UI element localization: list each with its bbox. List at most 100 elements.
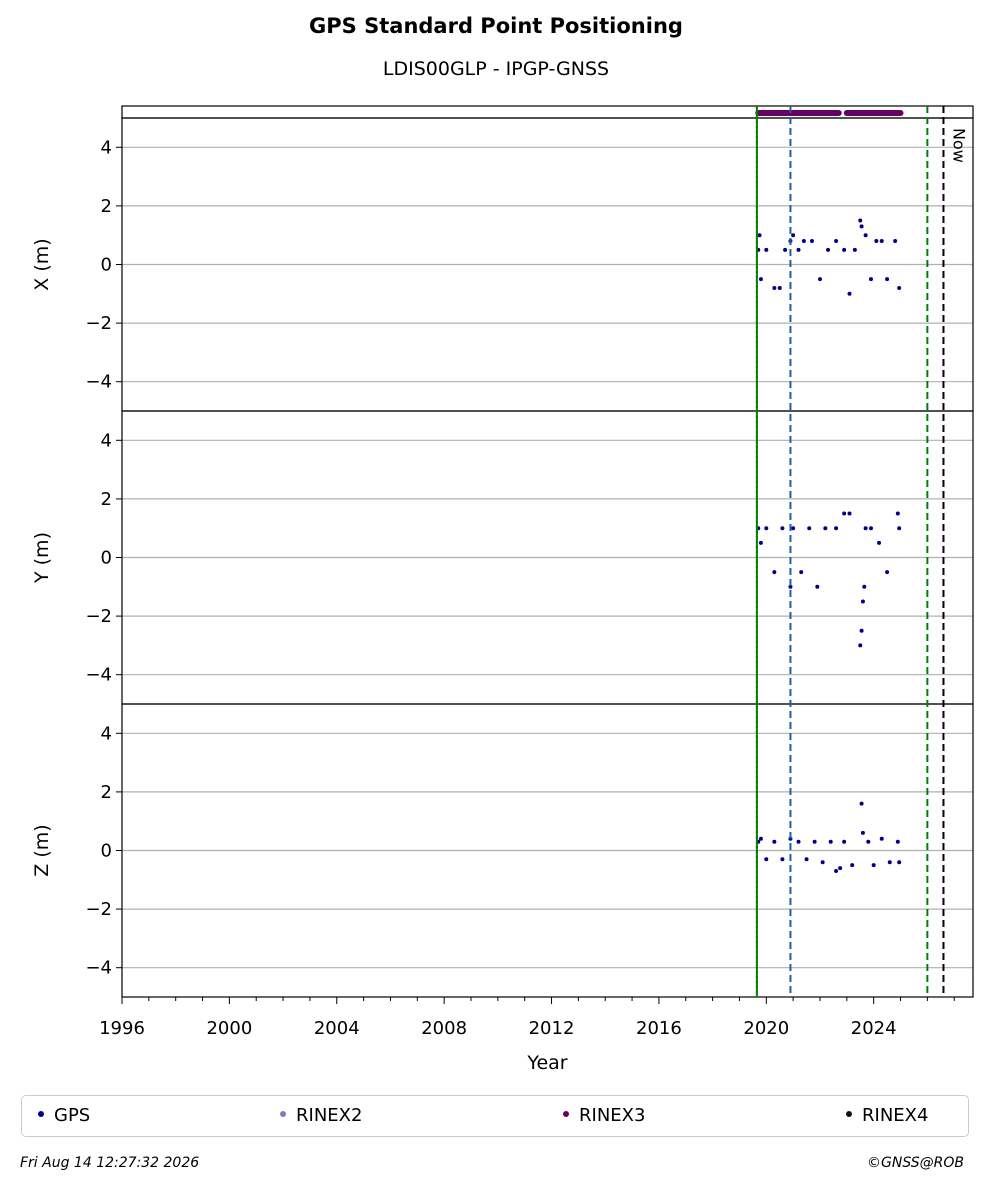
data-point <box>866 839 871 844</box>
chart-plot: 4 2 0 −2 −4 X (m) 4 2 0 −2 −4 Y (m) 4 2 0 −2 −4 Z (m) Now 1… <box>31 105 974 1074</box>
data-point <box>877 540 882 545</box>
data-point <box>764 526 769 531</box>
y-tick-label: 4 <box>101 137 112 158</box>
data-point <box>764 247 769 252</box>
data-point <box>859 801 864 806</box>
data-point <box>820 860 825 865</box>
x-tick-label: 2020 <box>743 1018 789 1039</box>
data-point <box>780 857 785 862</box>
footer-credit: ©GNSS@ROB <box>867 1155 964 1171</box>
y-tick-label: −2 <box>85 899 112 920</box>
data-point <box>804 857 809 862</box>
data-point <box>852 247 857 252</box>
data-point <box>859 628 864 633</box>
chart-title: GPS Standard Point Positioning <box>309 14 683 38</box>
data-point <box>758 836 763 841</box>
x-tick-label: 2008 <box>421 1018 467 1039</box>
data-point <box>895 839 900 844</box>
y-tick-label: −2 <box>85 606 112 627</box>
data-point <box>868 277 873 282</box>
data-point <box>847 291 852 296</box>
now-marker-label: Now <box>949 128 968 163</box>
data-point <box>893 239 898 244</box>
data-point <box>812 839 817 844</box>
data-point <box>817 277 822 282</box>
y-tick-label: 0 <box>101 255 112 276</box>
y-axis-label: X (m) <box>31 238 53 290</box>
legend-item-rinex4: RINEX4 <box>846 1105 928 1126</box>
data-point <box>847 511 852 516</box>
data-point <box>783 247 788 252</box>
data-point <box>780 526 785 531</box>
data-point <box>868 526 873 531</box>
legend-item-rinex3: RINEX3 <box>563 1105 645 1126</box>
data-point <box>799 570 804 575</box>
data-point <box>834 526 839 531</box>
data-point <box>834 239 839 244</box>
data-point <box>885 570 890 575</box>
panel-frame <box>121 703 974 998</box>
legend-marker-rinex2 <box>280 1111 286 1117</box>
y-tick-label: −2 <box>85 313 112 334</box>
data-point <box>758 540 763 545</box>
data-point <box>863 233 868 238</box>
legend-label-rinex2: RINEX2 <box>296 1105 363 1126</box>
data-point <box>879 836 884 841</box>
data-point <box>772 839 777 844</box>
data-point <box>850 863 855 868</box>
y-axis-label: Z (m) <box>31 824 53 876</box>
data-point <box>823 526 828 531</box>
data-point <box>860 599 865 604</box>
y-tick-label: 2 <box>101 782 112 803</box>
legend-marker-rinex4 <box>846 1111 852 1117</box>
chart-subtitle: LDIS00GLP - IPGP-GNSS <box>382 58 610 80</box>
y-tick-label: −4 <box>85 665 112 686</box>
data-point <box>801 239 806 244</box>
chart-legend: GPS RINEX2 RINEX3 RINEX4 <box>21 1095 969 1137</box>
data-point <box>859 224 864 229</box>
data-point <box>758 277 763 282</box>
data-point <box>791 233 796 238</box>
legend-item-gps: GPS <box>38 1105 90 1126</box>
data-point <box>871 863 876 868</box>
y-tick-label: −4 <box>85 958 112 979</box>
y-tick-label: 2 <box>101 489 112 510</box>
x-tick-label: 2000 <box>206 1018 252 1039</box>
legend-label-gps: GPS <box>54 1105 91 1126</box>
y-tick-label: 2 <box>101 196 112 217</box>
legend-label-rinex3: RINEX3 <box>579 1105 646 1126</box>
data-point <box>834 869 839 874</box>
x-tick-label: 2004 <box>314 1018 360 1039</box>
data-point <box>815 584 820 589</box>
data-point <box>796 839 801 844</box>
data-point <box>858 218 863 223</box>
data-point <box>897 860 902 865</box>
data-point <box>842 247 847 252</box>
legend-item-rinex2: RINEX2 <box>280 1105 362 1126</box>
y-tick-label: 0 <box>101 841 112 862</box>
x-tick-label: 2012 <box>529 1018 575 1039</box>
footer-timestamp: Fri Aug 14 12:27:32 2026 <box>20 1155 200 1171</box>
legend-marker-rinex3 <box>563 1111 569 1117</box>
x-tick-label: 2024 <box>851 1018 897 1039</box>
y-tick-label: −4 <box>85 372 112 393</box>
data-point <box>862 584 867 589</box>
data-point <box>874 239 879 244</box>
x-tick-label: 1996 <box>99 1018 145 1039</box>
data-point <box>897 285 902 290</box>
x-tick-label: 2016 <box>636 1018 682 1039</box>
data-point <box>842 511 847 516</box>
y-axis-label: Y (m) <box>31 532 53 584</box>
data-point <box>828 839 833 844</box>
data-point <box>791 526 796 531</box>
data-point <box>895 511 900 516</box>
data-point <box>764 857 769 862</box>
data-point <box>809 239 814 244</box>
legend-marker-gps <box>38 1111 44 1117</box>
data-point <box>897 526 902 531</box>
legend-label-rinex4: RINEX4 <box>862 1105 929 1126</box>
x-axis-label: Year <box>526 1052 567 1074</box>
y-tick-label: 4 <box>101 723 112 744</box>
data-point <box>858 643 863 648</box>
data-point <box>772 285 777 290</box>
